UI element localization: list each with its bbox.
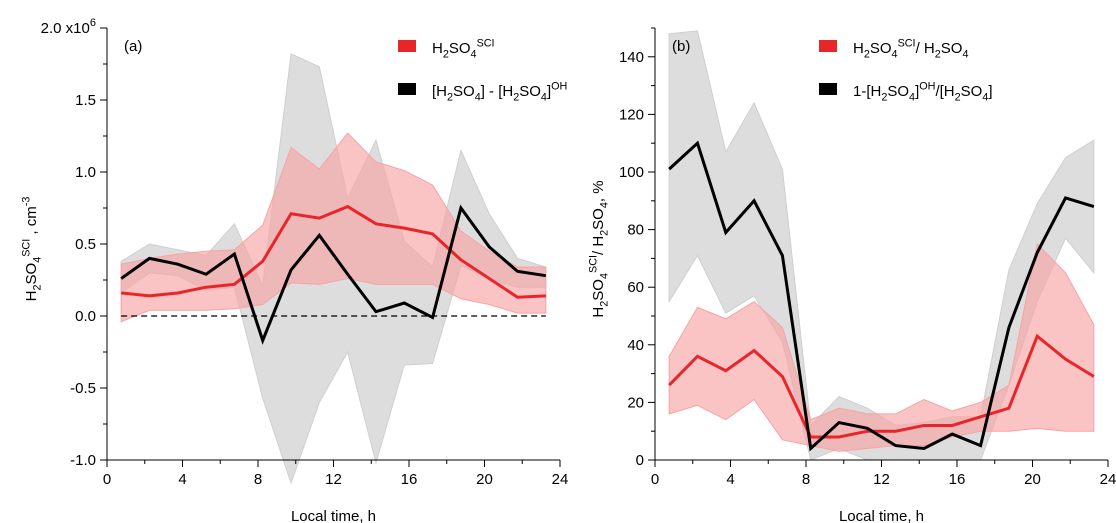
x-tick-label: 24 — [1100, 471, 1116, 488]
legend-swatch-black — [398, 83, 416, 95]
x-axis-label: Local time, h — [291, 508, 376, 523]
uncertainty-band-red — [668, 242, 1095, 452]
x-tick-label: 12 — [873, 471, 890, 488]
y-tick-label: -0.5 — [70, 380, 96, 397]
y-axis-label-text: H2SO4SCI , cm-3 — [20, 197, 43, 302]
series-line-red — [668, 333, 1095, 439]
legend-label-red: H2SO4SCI/ H2SO4 — [853, 37, 968, 60]
legend-label-black: [H2SO4] - [H2SO4]OH — [432, 80, 567, 103]
legend-swatch-red — [398, 40, 416, 52]
x-tick-label: 24 — [552, 471, 569, 488]
legend-swatch-black — [819, 83, 837, 95]
panel-label: (b) — [672, 38, 690, 55]
panel-a-chart: 0 4 8 12 16 20 24 -1.0 -0.5 0.0 0.5 1.0 1.5 2.0 x106 L… — [20, 17, 568, 523]
x-tick-label: 4 — [178, 471, 186, 488]
x-tick-label: 16 — [401, 471, 418, 488]
legend-label-red: H2SO4SCI — [432, 37, 495, 60]
x-tick-label: 20 — [476, 471, 493, 488]
x-tick-label: 0 — [651, 471, 659, 488]
y-tick-label: 40 — [627, 337, 644, 354]
y-tick-label: 80 — [627, 222, 644, 239]
y-top-tick-label: 2.0 x106 — [41, 17, 96, 37]
panel-label: (a) — [124, 38, 142, 55]
x-tick-label: 8 — [254, 471, 262, 488]
x-tick-label: 0 — [103, 471, 111, 488]
x-tick-label: 8 — [802, 471, 810, 488]
x-tick-label: 16 — [949, 471, 966, 488]
legend-swatch-red — [819, 40, 837, 52]
y-tick-label: 1.0 — [75, 164, 96, 181]
y-tick-label: 60 — [627, 279, 644, 296]
y-tick-label: 140 — [619, 49, 644, 66]
x-tick-label: 20 — [1024, 471, 1041, 488]
y-tick-label: 0.5 — [75, 236, 96, 253]
legend-label-black: 1-[H2SO4]OH/[H2SO4] — [853, 80, 993, 103]
y-tick-label: -1.0 — [70, 452, 96, 469]
y-tick-label: 0.0 — [75, 308, 96, 325]
y-axis-label: H2SO4SCI/ H2SO4, % — [587, 180, 610, 317]
series-line-black — [668, 140, 1095, 452]
x-tick-label: 12 — [325, 471, 342, 488]
series-line-red — [121, 204, 546, 299]
y-tick-label: 20 — [627, 394, 644, 411]
y-tick-label: 120 — [619, 106, 644, 123]
y-tick-label: 100 — [619, 164, 644, 181]
x-axis-label: Local time, h — [839, 508, 924, 523]
panel-b-chart: 0 4 8 12 16 20 24 0 20 40 60 80 100 120 140 Local time,… — [587, 27, 1116, 523]
uncertainty-band-red — [120, 132, 547, 323]
y-axis-label: H2SO4SCI , cm-3 — [20, 197, 43, 302]
y-axis-label-text: H2SO4SCI/ H2SO4, % — [587, 180, 610, 317]
x-tick-label: 4 — [726, 471, 734, 488]
y-tick-label: 1.5 — [75, 92, 96, 109]
series-line-black — [120, 204, 547, 345]
y-tick-label: 0 — [636, 452, 644, 469]
